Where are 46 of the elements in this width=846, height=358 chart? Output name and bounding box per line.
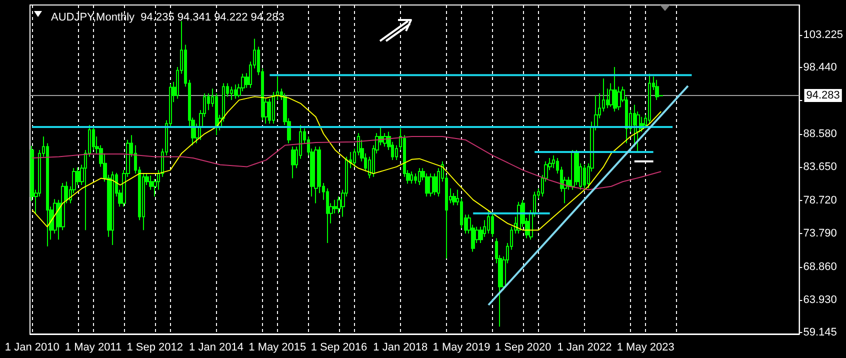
candlestick [583,164,586,189]
candlestick [410,171,413,184]
y-tick-label: 83.650 [803,161,837,174]
y-tick-label: 63.930 [803,294,837,306]
candlestick [575,149,579,186]
y-tick-label: 103.225 [803,29,844,42]
x-tick-label: 1 Sep 2016 [310,342,368,354]
candlestick [429,173,433,197]
x-tick-label: 1 Jan 2014 [189,342,244,354]
candlestick [230,86,233,101]
candlestick [655,79,659,101]
x-tick-label: 1 Sep 2012 [126,342,184,354]
candlestick [648,73,651,124]
ref-line-label: 94.283 [806,89,840,102]
x-tick-label: 1 May 2011 [64,342,122,354]
candlestick [314,146,318,204]
candlestick [613,66,617,112]
x-tick-label: 1 May 2023 [616,342,674,354]
line-series [32,94,662,231]
x-tick-label: 1 May 2019 [432,342,490,354]
y-tick-label: 59.145 [803,326,837,338]
y-tick-label: 88.580 [803,128,837,140]
candlestick [234,84,237,100]
candlestick [491,212,494,238]
candlestick [395,144,398,161]
y-tick-label: 68.860 [803,260,837,273]
candlestick [452,192,456,206]
candlestick [276,76,279,101]
y-tick-label: 98.440 [803,61,837,74]
candlestick [487,209,490,234]
x-tick-label: 1 May 2015 [248,342,306,354]
text: AUDJPY,Monthly 94.235 94.341 94.222 94.283 [51,12,284,24]
y-tick-label: 78.720 [803,194,837,206]
x-tick-label: 1 Jan 2018 [373,342,428,354]
candlestick [571,149,575,190]
y-tick-label: 73.790 [803,228,837,240]
candlestick [418,168,421,186]
candlestick [633,104,636,148]
line-series [32,136,662,190]
candlestick [291,146,295,179]
x-tick-label: 1 Sep 2020 [494,342,552,354]
x-tick-label: 1 Jan 2022 [557,342,612,354]
candlestick [215,92,218,136]
candlestick [272,91,275,124]
candlestick [111,171,114,246]
x-tick-label: 1 Jan 2010 [4,342,60,354]
